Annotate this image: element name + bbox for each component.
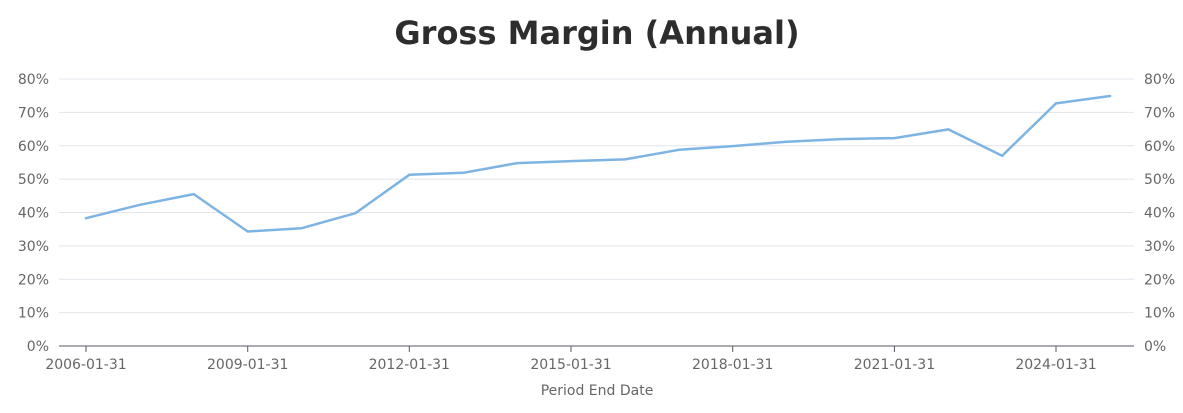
y-tick-label-left: 80% [18, 72, 49, 88]
y-tick-label-right: 70% [1144, 105, 1175, 121]
y-tick-label-left: 30% [18, 239, 49, 255]
x-tick-label: 2021-01-31 [854, 357, 935, 373]
chart-title: Gross Margin (Annual) [394, 14, 799, 52]
y-tick-label-left: 50% [18, 172, 49, 188]
y-tick-label-left: 60% [18, 139, 49, 155]
y-tick-label-right: 40% [1144, 206, 1175, 222]
data-point [354, 211, 357, 215]
y-tick-label-right: 80% [1144, 72, 1175, 88]
data-point [192, 192, 195, 196]
y-tick-label-left: 20% [18, 272, 49, 288]
y-tick-label-left: 0% [27, 339, 49, 355]
y-tick-label-right: 50% [1144, 172, 1175, 188]
data-point [677, 148, 681, 151]
data-point [947, 128, 950, 131]
x-tick-label: 2018-01-31 [692, 357, 773, 373]
y-tick-label-left: 70% [18, 105, 49, 121]
data-point [408, 173, 411, 176]
y-tick-label-left: 10% [18, 306, 49, 322]
y-tick-label-right: 60% [1144, 139, 1175, 155]
x-tick-label: 2015-01-31 [530, 357, 611, 373]
y-tick-label-right: 20% [1144, 272, 1175, 288]
x-tick-label: 2009-01-31 [207, 357, 288, 373]
data-point [839, 137, 842, 141]
series-layer [84, 94, 1112, 233]
x-tick-label: 2012-01-31 [369, 357, 450, 373]
y-tick-label-right: 30% [1144, 239, 1175, 255]
y-axis-left-ticks: 0% 10% 20% 30% 40% 50% 60% 70% 80% [18, 72, 49, 355]
data-point [246, 230, 249, 233]
y-tick-label-right: 0% [1144, 339, 1166, 355]
data-point [1108, 94, 1112, 98]
data-point [623, 158, 627, 161]
data-point [515, 161, 519, 165]
data-point [84, 216, 88, 220]
data-point [462, 171, 465, 174]
y-tick-label-left: 40% [18, 206, 49, 222]
x-tick-label: 2024-01-31 [1015, 357, 1096, 373]
data-point [569, 159, 573, 163]
x-tick-label: 2006-01-31 [45, 357, 126, 373]
data-point [1000, 154, 1004, 157]
data-point [1054, 102, 1058, 105]
data-point [731, 144, 734, 148]
grid-lines [59, 78, 1134, 314]
x-axis-ticks: 2006-01-31 2009-01-31 2012-01-31 2015-01-31… [45, 346, 1097, 373]
y-tick-label-right: 10% [1144, 306, 1175, 322]
x-axis-label: Period End Date [541, 383, 654, 399]
data-point [785, 140, 788, 143]
data-point [300, 226, 303, 230]
data-point [893, 136, 896, 140]
data-point [138, 203, 142, 207]
y-axis-right-ticks: 0% 10% 20% 30% 40% 50% 60% 70% 80% [1144, 72, 1175, 355]
gross-margin-line [84, 94, 1112, 233]
